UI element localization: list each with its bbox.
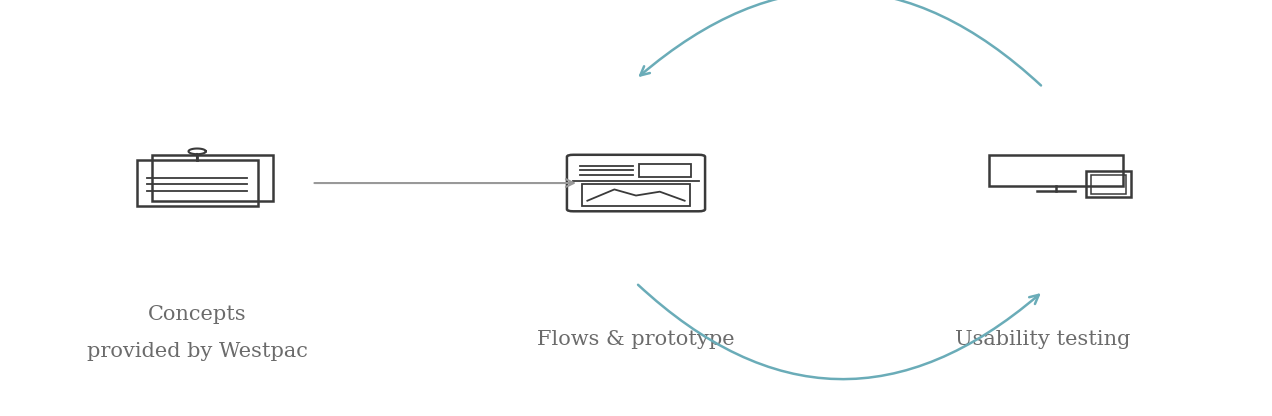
Text: provided by Westpac: provided by Westpac bbox=[86, 342, 308, 361]
Text: Concepts: Concepts bbox=[148, 305, 247, 324]
FancyArrowPatch shape bbox=[640, 0, 1040, 85]
FancyArrowPatch shape bbox=[639, 285, 1039, 379]
Text: Flows & prototype: Flows & prototype bbox=[537, 329, 735, 349]
Text: Usability testing: Usability testing bbox=[955, 329, 1131, 349]
